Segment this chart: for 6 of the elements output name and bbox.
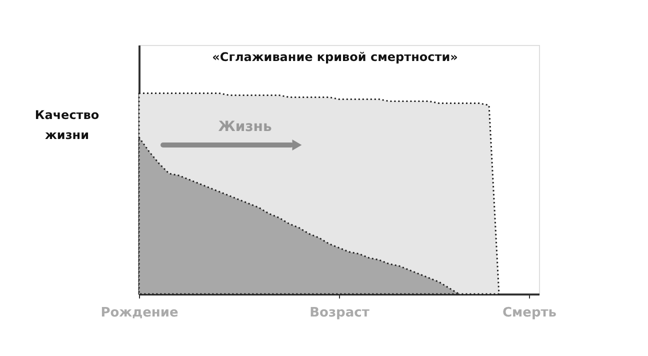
y-axis-title: Качество жизни	[34, 108, 100, 142]
x-tick-label: Смерть	[502, 306, 557, 320]
chart-title: «Сглаживание кривой смертности»	[212, 50, 458, 64]
annotation: Жизнь	[218, 119, 272, 135]
x-tick-label: Рождение	[100, 306, 178, 320]
x-tick-label: Возраст	[310, 306, 370, 320]
